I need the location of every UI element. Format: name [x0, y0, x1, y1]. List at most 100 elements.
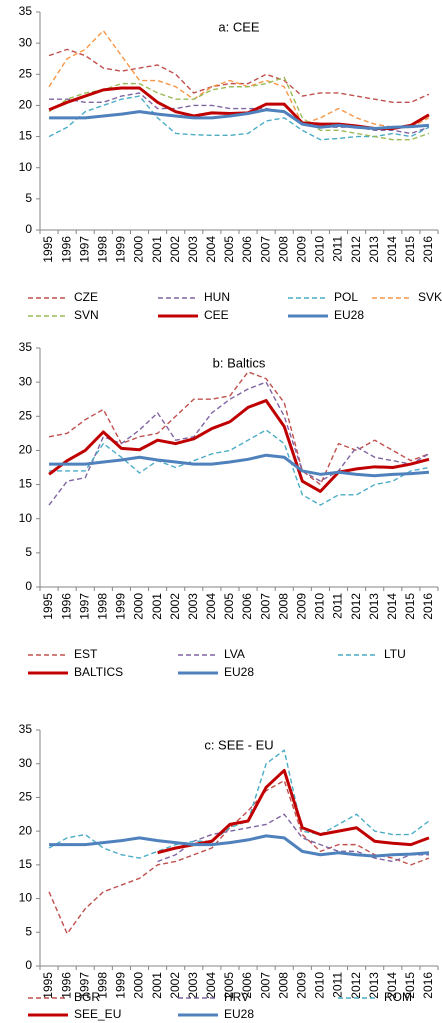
y-tick-label: 35	[19, 340, 33, 354]
x-tick-label: 1997	[77, 593, 91, 620]
x-tick-label: 2008	[276, 236, 290, 263]
y-tick-label: 10	[19, 160, 33, 174]
x-tick-label: 2005	[222, 972, 236, 999]
y-tick-label: 5	[25, 924, 32, 938]
x-tick-label: 2009	[294, 593, 308, 620]
legend-label: EST	[74, 647, 98, 661]
y-tick-label: 30	[19, 35, 33, 49]
x-tick-label: 2015	[403, 593, 417, 620]
x-tick-label: 2014	[385, 593, 399, 620]
x-tick-label: 2010	[313, 236, 327, 263]
x-tick-label: 2011	[331, 972, 345, 998]
y-tick-label: 30	[19, 374, 33, 388]
x-tick-label: 2012	[349, 593, 363, 620]
x-tick-label: 2002	[168, 593, 182, 620]
legend-label: SVK	[418, 290, 442, 304]
series-line	[49, 834, 430, 858]
x-tick-label: 2007	[258, 593, 272, 620]
legend-label: EU28	[224, 665, 254, 679]
x-tick-label: 2003	[186, 593, 200, 620]
series-line	[48, 76, 430, 141]
x-tick-label: 2016	[421, 593, 435, 620]
x-tick-label: 2004	[204, 593, 218, 620]
legend-label: SVN	[74, 308, 99, 322]
series-line	[157, 768, 430, 855]
legend-label: SEE_EU	[74, 1007, 121, 1021]
x-tick-label: 2006	[240, 972, 254, 999]
legend-label: CZE	[74, 290, 98, 304]
x-tick-label: 2013	[367, 972, 381, 999]
y-tick-label: 5	[25, 545, 32, 559]
series-line	[48, 48, 430, 104]
x-tick-label: 2002	[168, 236, 182, 263]
y-tick-label: 15	[19, 857, 33, 871]
x-tick-label: 2008	[276, 593, 290, 620]
y-tick-label: 5	[25, 191, 32, 205]
x-tick-label: 1997	[77, 236, 91, 263]
y-tick-label: 0	[25, 579, 32, 593]
series-line	[48, 399, 430, 493]
y-tick-label: 35	[19, 722, 33, 736]
series-line	[157, 813, 429, 863]
x-tick-label: 1997	[77, 972, 91, 999]
x-tick-label: 2002	[168, 972, 182, 999]
x-tick-label: 2009	[294, 236, 308, 263]
series-line	[48, 95, 430, 141]
x-tick-label: 2000	[132, 972, 146, 999]
chart-title: a: CEE	[218, 19, 260, 34]
series-line	[48, 29, 430, 128]
x-tick-label: 2004	[204, 236, 218, 263]
x-tick-label: 2015	[403, 972, 417, 999]
x-tick-label: 2007	[258, 972, 272, 999]
x-tick-label: 2000	[132, 236, 146, 263]
x-tick-label: 1996	[59, 972, 73, 999]
y-tick-label: 35	[19, 4, 33, 18]
x-tick-label: 2003	[186, 972, 200, 999]
x-tick-label: 2014	[385, 972, 399, 999]
x-tick-label: 2012	[349, 972, 363, 999]
x-tick-label: 2005	[222, 593, 236, 620]
x-tick-label: 2014	[385, 236, 399, 263]
y-tick-label: 15	[19, 477, 33, 491]
x-tick-label: 2010	[313, 593, 327, 620]
y-tick-label: 25	[19, 66, 33, 80]
x-tick-label: 1995	[41, 593, 55, 620]
x-tick-label: 2010	[313, 972, 327, 999]
x-tick-label: 2003	[186, 236, 200, 263]
series-line	[49, 108, 430, 130]
x-tick-label: 2001	[150, 593, 164, 620]
x-tick-label: 1998	[95, 236, 109, 263]
x-tick-label: 1995	[41, 236, 55, 263]
legend-label: ROM	[384, 990, 412, 1004]
legend-label: BGR	[74, 990, 100, 1004]
x-tick-label: 2013	[367, 236, 381, 263]
x-tick-label: 1998	[95, 593, 109, 620]
x-tick-label: 2007	[258, 236, 272, 263]
x-tick-label: 2001	[150, 236, 164, 263]
y-tick-label: 30	[19, 756, 33, 770]
x-tick-label: 2006	[240, 593, 254, 620]
y-tick-label: 25	[19, 790, 33, 804]
x-tick-label: 2009	[294, 972, 308, 999]
series-line	[48, 779, 430, 935]
legend-label: CEE	[204, 308, 229, 322]
x-tick-label: 2000	[132, 593, 146, 620]
x-tick-label: 1999	[114, 236, 128, 263]
y-tick-label: 0	[25, 958, 32, 972]
x-tick-label: 2008	[276, 972, 290, 999]
x-tick-label: 2006	[240, 236, 254, 263]
y-tick-label: 25	[19, 408, 33, 422]
y-tick-label: 15	[19, 129, 33, 143]
x-tick-label: 2012	[349, 236, 363, 263]
legend-label: LVA	[224, 647, 245, 661]
legend-label: EU28	[334, 308, 364, 322]
legend-label: LTU	[384, 647, 406, 661]
legend-label: HRV	[224, 990, 249, 1004]
y-tick-label: 10	[19, 511, 33, 525]
y-tick-label: 20	[19, 823, 33, 837]
y-tick-label: 20	[19, 443, 33, 457]
x-tick-label: 2016	[421, 236, 435, 263]
x-tick-label: 1998	[95, 972, 109, 999]
x-tick-label: 2011	[331, 236, 345, 262]
